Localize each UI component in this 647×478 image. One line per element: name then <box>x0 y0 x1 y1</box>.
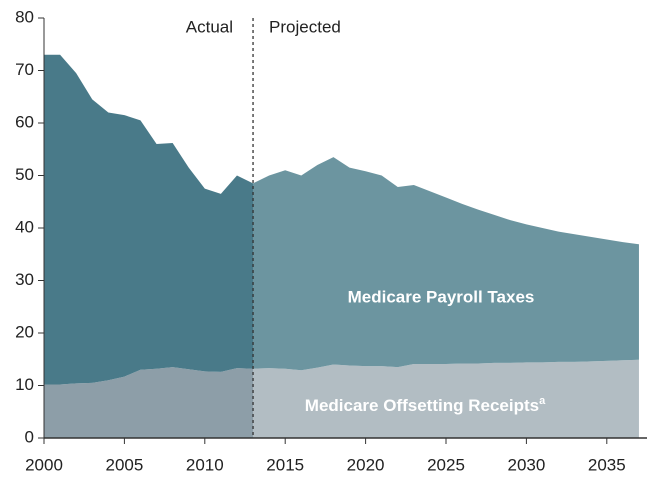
footnote-mark: a <box>539 395 546 407</box>
x-tick-label: 2020 <box>347 455 385 474</box>
x-tick-label: 2025 <box>427 455 465 474</box>
y-tick-label: 50 <box>15 165 34 184</box>
area <box>44 54 639 385</box>
y-tick-label: 80 <box>15 7 34 26</box>
x-tick-label: 2010 <box>186 455 224 474</box>
series-name: Medicare Offsetting Receipts <box>305 396 539 415</box>
x-tick-label: 2000 <box>25 455 63 474</box>
area <box>44 359 639 438</box>
x-tick-label: 2035 <box>588 455 626 474</box>
y-tick-label: 0 <box>25 427 34 446</box>
divider-label: Actual <box>186 17 233 36</box>
x-tick-label: 2005 <box>105 455 143 474</box>
series-label: Medicare Payroll Taxes <box>348 287 535 306</box>
y-tick-label: 20 <box>15 322 34 341</box>
series-label: Medicare Offsetting Receiptsa <box>305 395 546 416</box>
y-tick-label: 60 <box>15 112 34 131</box>
x-tick-label: 2015 <box>266 455 304 474</box>
y-tick-label: 10 <box>15 375 34 394</box>
x-tick-label: 2030 <box>507 455 545 474</box>
y-tick-label: 70 <box>15 60 34 79</box>
y-tick-label: 40 <box>15 217 34 236</box>
divider-label: Projected <box>269 17 341 36</box>
y-tick-label: 30 <box>15 270 34 289</box>
